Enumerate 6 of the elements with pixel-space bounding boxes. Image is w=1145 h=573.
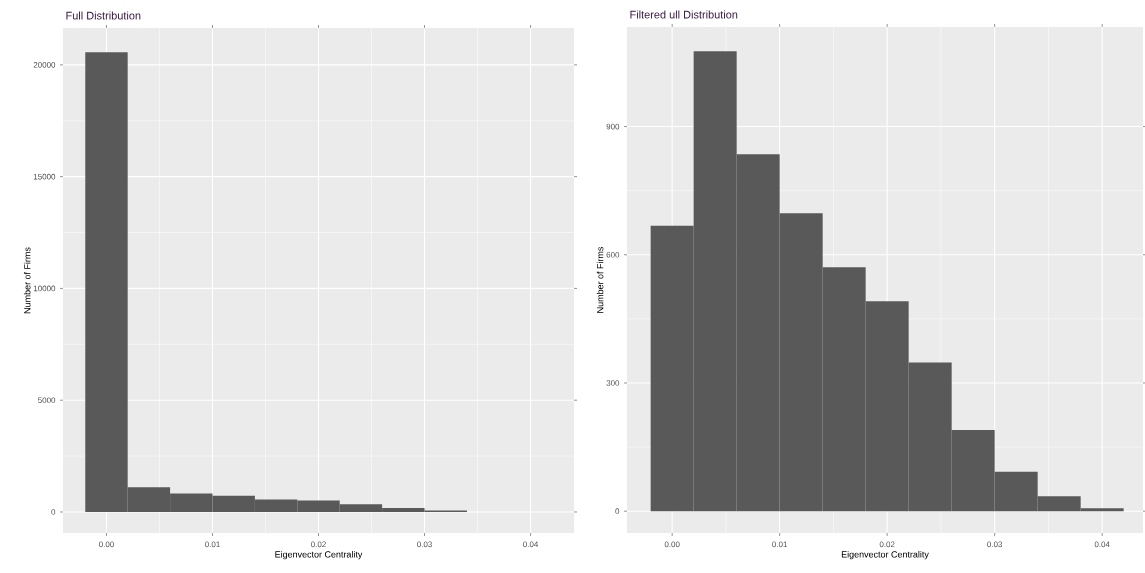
y-axis-title: Number of Firms [596, 246, 604, 313]
chart-title: Filtered ull Distribution [630, 10, 738, 19]
y-axis-title: Number of Firms [23, 247, 31, 314]
x-axis-title: Eigenvector Centrality [275, 550, 363, 560]
x-axis-title: Eigenvector Centrality [841, 550, 929, 560]
chart-title: Full Distribution [66, 11, 141, 20]
